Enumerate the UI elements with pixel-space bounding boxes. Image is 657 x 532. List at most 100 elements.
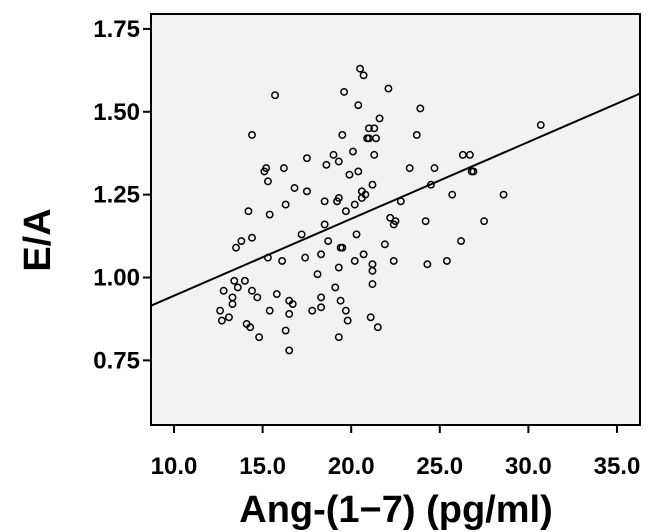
data-point — [364, 124, 373, 133]
data-point — [396, 197, 405, 206]
data-point — [421, 217, 430, 226]
data-point — [317, 250, 326, 259]
data-point — [225, 313, 233, 322]
data-point — [405, 164, 414, 173]
data-point — [317, 303, 326, 312]
data-point — [469, 167, 478, 176]
data-point — [412, 131, 421, 139]
data-point — [262, 164, 271, 173]
data-point — [320, 197, 329, 206]
data-point — [389, 256, 398, 265]
points-layer — [216, 64, 545, 355]
data-point — [334, 194, 343, 202]
data-point — [271, 91, 279, 100]
y-tick-label: 0.75 — [93, 347, 140, 374]
data-point — [308, 306, 317, 315]
data-point — [480, 217, 489, 226]
data-point — [368, 180, 377, 189]
y-tick-label: 1.75 — [93, 16, 140, 43]
data-point — [368, 266, 377, 275]
data-point — [336, 296, 345, 305]
data-point — [359, 71, 368, 80]
y-tick-label: 1.25 — [93, 182, 140, 209]
x-tick-label: 10.0 — [151, 453, 198, 480]
data-point — [216, 306, 225, 315]
data-point — [380, 240, 389, 249]
data-point — [448, 190, 457, 199]
data-point — [237, 237, 246, 245]
data-point — [281, 326, 290, 335]
fit-line — [150, 92, 641, 307]
y-axis-title: E/A — [17, 208, 59, 271]
y-tick-label: 1.50 — [93, 99, 140, 126]
data-point — [317, 293, 326, 302]
data-point — [350, 256, 359, 265]
data-point — [366, 313, 375, 322]
x-tick-label: 20.0 — [328, 453, 375, 480]
data-point — [426, 180, 435, 189]
data-point — [372, 134, 380, 143]
data-point — [368, 280, 377, 289]
data-point — [290, 184, 299, 192]
data-point — [301, 253, 310, 262]
data-point — [232, 243, 240, 252]
data-point — [334, 157, 343, 166]
data-point — [240, 276, 249, 285]
data-point — [340, 87, 349, 96]
data-point — [228, 293, 237, 302]
data-point — [248, 131, 256, 139]
data-point — [320, 220, 329, 229]
ticks-layer: 10.0 15.0 20.0 25.0 30.0 35.0 0.75 1.00 1.25 1.50… — [93, 16, 640, 480]
data-point — [248, 286, 256, 295]
data-point — [334, 263, 343, 272]
data-point — [465, 150, 474, 159]
data-point — [219, 286, 228, 295]
data-point — [248, 233, 256, 242]
data-point — [331, 283, 340, 292]
data-point — [375, 114, 384, 123]
x-tick-label: 25.0 — [416, 453, 463, 480]
x-tick-label: 35.0 — [594, 453, 641, 480]
x-tick-label: 30.0 — [505, 453, 552, 480]
data-point — [265, 210, 274, 219]
data-point — [350, 200, 359, 209]
data-point — [288, 300, 297, 308]
data-point — [329, 150, 338, 159]
data-point — [217, 316, 226, 325]
data-point — [244, 207, 253, 216]
data-point — [285, 346, 294, 355]
plot-area — [150, 13, 641, 426]
data-point — [356, 64, 365, 73]
data-point — [343, 316, 352, 325]
data-point — [499, 190, 508, 199]
data-point — [278, 256, 287, 265]
data-point — [370, 150, 379, 159]
data-point — [361, 190, 370, 199]
data-point — [354, 101, 363, 110]
data-point — [349, 147, 357, 156]
data-point — [430, 164, 439, 173]
fit-line-layer — [150, 92, 641, 307]
data-point — [246, 323, 255, 332]
data-point — [373, 323, 382, 332]
data-point — [341, 207, 350, 216]
data-point — [313, 270, 322, 279]
data-point — [279, 164, 288, 173]
data-point — [457, 237, 466, 245]
data-point — [263, 253, 272, 262]
data-point — [253, 293, 262, 302]
data-point — [272, 290, 281, 299]
data-point — [416, 104, 425, 113]
data-point — [423, 260, 432, 269]
data-point — [334, 333, 343, 342]
data-point — [391, 217, 400, 226]
data-point — [281, 200, 290, 209]
y-tick-label: 1.00 — [93, 265, 140, 292]
data-point — [233, 283, 242, 292]
data-point — [322, 160, 331, 169]
data-point — [255, 333, 264, 342]
data-point — [359, 250, 368, 259]
data-point — [338, 243, 347, 252]
x-axis-title: Ang-(1−7) (pg/ml) — [239, 489, 552, 531]
